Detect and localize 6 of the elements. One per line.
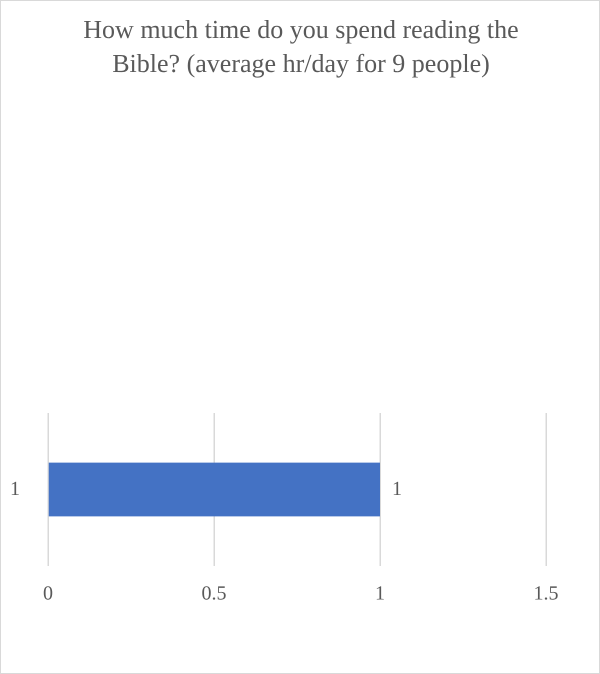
x-tick-label: 0.5 — [202, 582, 226, 604]
data-label: 1 — [392, 478, 402, 500]
x-tick-label: 1.5 — [534, 582, 558, 604]
chart-title: How much time do you spend reading the Bible? (average hr/day for 9 people) — [82, 14, 520, 80]
x-tick-label: 0 — [43, 582, 53, 604]
x-tick-label: 1 — [375, 582, 385, 604]
